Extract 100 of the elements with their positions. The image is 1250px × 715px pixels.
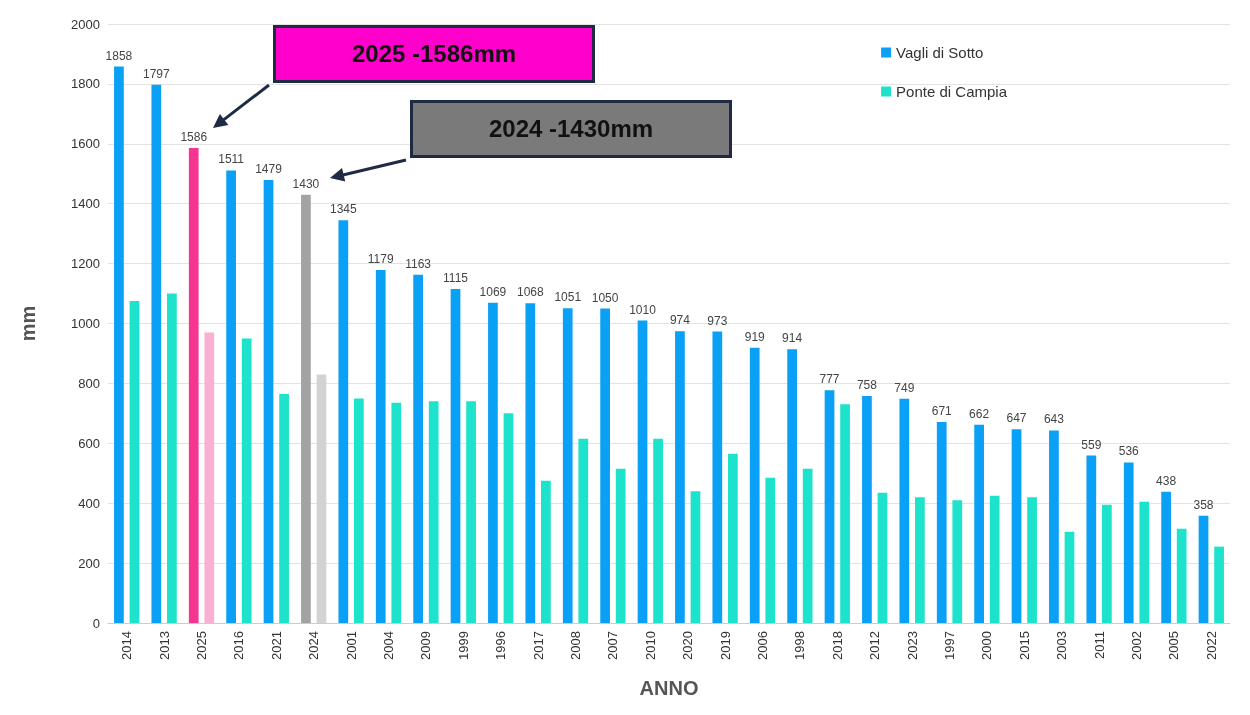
bar bbox=[301, 194, 311, 623]
bar bbox=[615, 468, 626, 623]
bar bbox=[466, 401, 476, 623]
bar bbox=[728, 453, 738, 623]
bar bbox=[391, 402, 402, 623]
x-tick-label: 2013 bbox=[156, 631, 172, 660]
y-tick-label: 1400 bbox=[71, 196, 100, 212]
x-tick-label: 2003 bbox=[1054, 631, 1070, 660]
bar bbox=[765, 477, 776, 623]
annotation: 2024 -1430mm bbox=[488, 115, 654, 143]
x-tick-label: 2000 bbox=[979, 631, 995, 660]
data-label: 358 bbox=[1193, 497, 1214, 512]
bar bbox=[1102, 504, 1112, 623]
bar bbox=[525, 303, 536, 623]
x-tick-label: 2014 bbox=[119, 631, 135, 660]
bar bbox=[354, 398, 364, 623]
data-label: 974 bbox=[669, 313, 691, 328]
bar bbox=[450, 289, 461, 623]
data-label: 1179 bbox=[367, 251, 394, 266]
data-label: 919 bbox=[744, 329, 766, 344]
bar bbox=[151, 84, 162, 623]
bar bbox=[899, 398, 910, 623]
bar bbox=[114, 66, 124, 623]
x-tick-label: 2007 bbox=[605, 631, 621, 660]
y-tick-label: 1800 bbox=[71, 76, 100, 92]
bar bbox=[936, 422, 947, 623]
bar bbox=[1198, 515, 1209, 623]
y-tick-label: 200 bbox=[78, 555, 100, 571]
x-tick-label: 2016 bbox=[231, 631, 247, 660]
bar bbox=[974, 424, 984, 623]
x-tick-label: 2009 bbox=[418, 631, 434, 660]
y-tick-label: 600 bbox=[78, 435, 100, 451]
bar bbox=[1161, 491, 1171, 623]
x-tick-label: 2006 bbox=[755, 631, 770, 660]
bar bbox=[952, 500, 963, 623]
bar bbox=[503, 413, 514, 623]
x-tick-label: 2010 bbox=[642, 631, 658, 660]
bar bbox=[1176, 528, 1187, 623]
bar bbox=[375, 269, 386, 623]
data-label: 1797 bbox=[142, 66, 170, 81]
data-label: 647 bbox=[1006, 411, 1027, 426]
y-axis-title: mm bbox=[17, 305, 39, 342]
legend-label: Ponte di Campia bbox=[896, 83, 1008, 100]
bar bbox=[862, 395, 872, 623]
x-tick-label: 1998 bbox=[792, 631, 808, 660]
data-label: 973 bbox=[707, 313, 728, 328]
bar bbox=[188, 147, 199, 623]
bar bbox=[241, 338, 252, 623]
data-label: 536 bbox=[1118, 444, 1140, 459]
data-label: 559 bbox=[1081, 437, 1102, 452]
data-label: 1858 bbox=[105, 48, 133, 63]
bar bbox=[637, 320, 648, 623]
bar bbox=[1049, 430, 1059, 623]
y-tick-label: 2000 bbox=[71, 16, 100, 32]
bar bbox=[226, 170, 236, 623]
bar bbox=[204, 332, 215, 623]
x-tick-label: 2015 bbox=[1016, 631, 1032, 660]
x-tick-label: 2002 bbox=[1129, 631, 1144, 660]
x-tick-label: 2024 bbox=[306, 631, 322, 660]
x-tick-label: 2017 bbox=[530, 631, 546, 660]
bar bbox=[338, 220, 349, 623]
x-tick-label: 2018 bbox=[829, 631, 845, 660]
x-tick-label: 2022 bbox=[1203, 631, 1219, 660]
data-label: 1345 bbox=[329, 202, 357, 217]
bar bbox=[802, 468, 813, 623]
x-tick-label: 2008 bbox=[568, 631, 583, 660]
data-label: 1010 bbox=[629, 302, 657, 317]
bar bbox=[279, 393, 289, 623]
bar bbox=[578, 438, 589, 623]
y-tick-label: 1200 bbox=[71, 256, 100, 272]
bar bbox=[787, 349, 797, 623]
data-label: 1115 bbox=[443, 271, 469, 286]
bar bbox=[1123, 462, 1134, 623]
x-tick-label: 2025 bbox=[194, 631, 209, 660]
bar bbox=[712, 331, 723, 623]
bar bbox=[1214, 546, 1224, 623]
x-tick-label: 2001 bbox=[343, 631, 359, 660]
data-label: 1163 bbox=[405, 256, 432, 271]
data-label: 1050 bbox=[591, 290, 619, 305]
data-label: 749 bbox=[894, 380, 915, 395]
data-label: 1068 bbox=[516, 285, 544, 300]
data-label: 1586 bbox=[180, 129, 208, 144]
x-tick-label: 2019 bbox=[717, 631, 733, 660]
x-axis-title: ANNO bbox=[639, 677, 699, 699]
bar bbox=[600, 308, 610, 623]
data-label: 662 bbox=[969, 406, 990, 421]
x-tick-label: 2011 bbox=[1091, 631, 1107, 659]
bar bbox=[749, 347, 760, 623]
bar bbox=[1139, 501, 1150, 623]
bar bbox=[488, 302, 498, 623]
x-tick-label: 2020 bbox=[680, 631, 696, 660]
callout-box: 2025 -1586mm bbox=[273, 25, 595, 83]
y-tick-label: 0 bbox=[92, 615, 100, 631]
bar bbox=[1011, 429, 1022, 623]
bar bbox=[653, 438, 663, 623]
x-tick-label: 2023 bbox=[904, 631, 920, 660]
y-tick-label: 400 bbox=[78, 495, 100, 511]
data-label: 1069 bbox=[479, 284, 507, 299]
bar bbox=[877, 492, 888, 623]
annotation: 2025 -1586mm bbox=[351, 40, 517, 68]
